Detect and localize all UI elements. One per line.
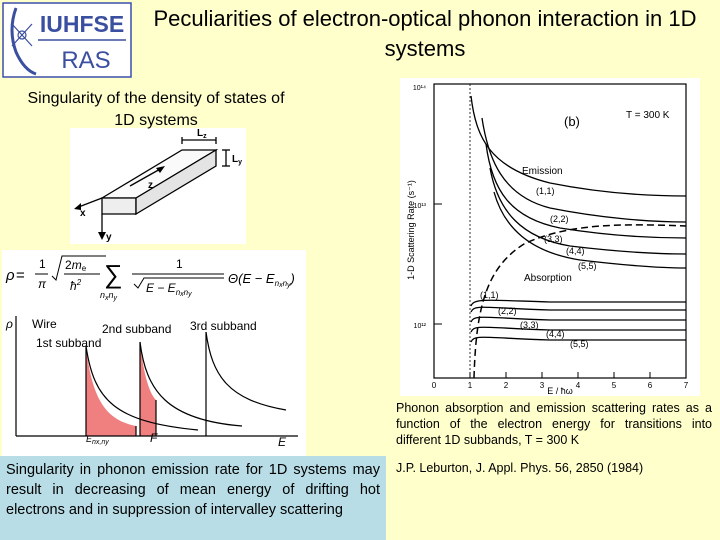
svg-text:Ly: Ly	[232, 154, 242, 166]
svg-text:(3,3): (3,3)	[520, 320, 539, 330]
energy-axis-label: E	[278, 435, 287, 449]
dos-graph: ρ Wire 1st subband 2nd subband 3rd subba…	[5, 316, 298, 449]
svg-text:1: 1	[39, 257, 46, 271]
svg-text:(2,2): (2,2)	[498, 306, 517, 316]
y-tick-2: 10¹³	[414, 203, 427, 210]
svg-text:(2,2): (2,2)	[550, 214, 569, 224]
y-tick-3: 10¹²	[414, 323, 427, 330]
absorption-curve-1	[470, 299, 686, 307]
svg-text:1: 1	[176, 257, 183, 271]
subband1-label: 1st subband	[36, 336, 101, 350]
emission-label: Emission	[522, 166, 563, 177]
svg-text:E − Enxny: E − Enxny	[146, 281, 192, 298]
institute-logo: IUHFSE RAS	[2, 2, 132, 78]
z-axis-label: z	[148, 180, 153, 191]
subband2-filled-area	[140, 342, 156, 436]
citation-reference: J.P. Leburton, J. Appl. Phys. 56, 2850 (…	[396, 461, 644, 475]
highlight-note-box: Singularity in phonon emission rate for …	[0, 456, 386, 540]
svg-text:(4,4): (4,4)	[546, 329, 565, 339]
svg-text:2me: 2me	[65, 258, 87, 273]
density-of-states-figure: ρ = 1 π 2me ħ2 ∑ nxny 1 E − Enxny Θ(E − …	[2, 250, 306, 456]
temperature-label: T = 300 K	[626, 110, 670, 121]
absorption-label: Absorption	[524, 273, 572, 284]
scattering-rate-graph: 10¹⁴ 10¹³ 10¹² 0 1 2 3 4 5 6 7 E / ħω 1-…	[400, 78, 700, 396]
emission-curve-5	[493, 191, 687, 269]
emission-curve-3	[485, 143, 687, 239]
quantum-wire-diagram: Lz Ly z x y	[70, 128, 246, 244]
svg-text:0: 0	[432, 381, 437, 390]
absorption-curve-2	[470, 306, 686, 313]
svg-text:=: =	[16, 267, 25, 284]
logo-cross-icon	[11, 23, 33, 47]
subband1-filled-area	[86, 346, 136, 436]
svg-text:(4,4): (4,4)	[566, 246, 585, 256]
svg-text:(1,1): (1,1)	[536, 186, 555, 196]
subband3-label: 3rd subband	[190, 319, 257, 333]
fermi-label: F	[150, 431, 158, 445]
svg-text:π: π	[38, 277, 47, 291]
logo-line1: IUHFSE	[40, 11, 124, 37]
panel-label: (b)	[564, 114, 580, 129]
svg-text:(5,5): (5,5)	[570, 339, 589, 349]
logo-line2: RAS	[61, 47, 110, 74]
y-axis-label: y	[106, 232, 112, 243]
svg-text:(5,5): (5,5)	[578, 261, 597, 271]
subband2-label: 2nd subband	[102, 322, 171, 336]
svg-text:3: 3	[540, 381, 545, 390]
logo-graphic: IUHFSE RAS	[2, 2, 132, 78]
absorption-curve-4	[470, 326, 686, 333]
x-arrow-icon	[74, 203, 81, 210]
total-rate-dashed-curve	[473, 224, 687, 379]
logo-swoosh-icon	[10, 7, 37, 76]
x-axis-label: x	[80, 208, 86, 219]
wire-label: Wire	[32, 317, 57, 331]
x-axis-title: E / ħω	[547, 386, 573, 396]
figure-caption: Phonon absorption and emission scatterin…	[396, 401, 712, 447]
emission-curve-1	[470, 95, 687, 197]
section-subtitle: Singularity of the density of states of …	[27, 90, 285, 129]
absorption-curve-3	[470, 316, 686, 323]
svg-text:ρ: ρ	[5, 267, 15, 284]
y-tick-1: 10¹⁴	[413, 85, 426, 92]
svg-text:(1,1): (1,1)	[480, 290, 499, 300]
svg-text:∑: ∑	[104, 259, 123, 289]
y-arrow-icon	[98, 232, 106, 240]
emission-curve-4	[489, 167, 687, 255]
tick-marks	[434, 83, 651, 378]
svg-text:2: 2	[504, 381, 509, 390]
y-axis-title: 1-D Scattering Rate (s⁻¹)	[406, 180, 416, 280]
svg-text:7: 7	[684, 381, 689, 390]
absorption-curve-5	[470, 336, 686, 343]
svg-text:Lz: Lz	[197, 128, 207, 140]
svg-text:4: 4	[576, 381, 581, 390]
svg-text:6: 6	[648, 381, 653, 390]
z-arrow-icon	[156, 166, 165, 173]
rho-axis-label: ρ	[5, 317, 13, 331]
plot-frame	[433, 83, 687, 379]
dos-formula: ρ = 1 π 2me ħ2 ∑ nxny 1 E − Enxny Θ(E − …	[5, 255, 295, 302]
svg-text:nxny: nxny	[100, 290, 118, 302]
svg-text:5: 5	[612, 381, 617, 390]
svg-text:(3,3): (3,3)	[544, 234, 563, 244]
svg-text:Θ(E − Enxny): Θ(E − Enxny)	[228, 271, 295, 289]
slide-title: Peculiarities of electron-optical phonon…	[153, 6, 697, 61]
emission-curve-2	[481, 117, 687, 223]
svg-text:ħ2: ħ2	[70, 278, 82, 293]
svg-text:1: 1	[468, 381, 473, 390]
